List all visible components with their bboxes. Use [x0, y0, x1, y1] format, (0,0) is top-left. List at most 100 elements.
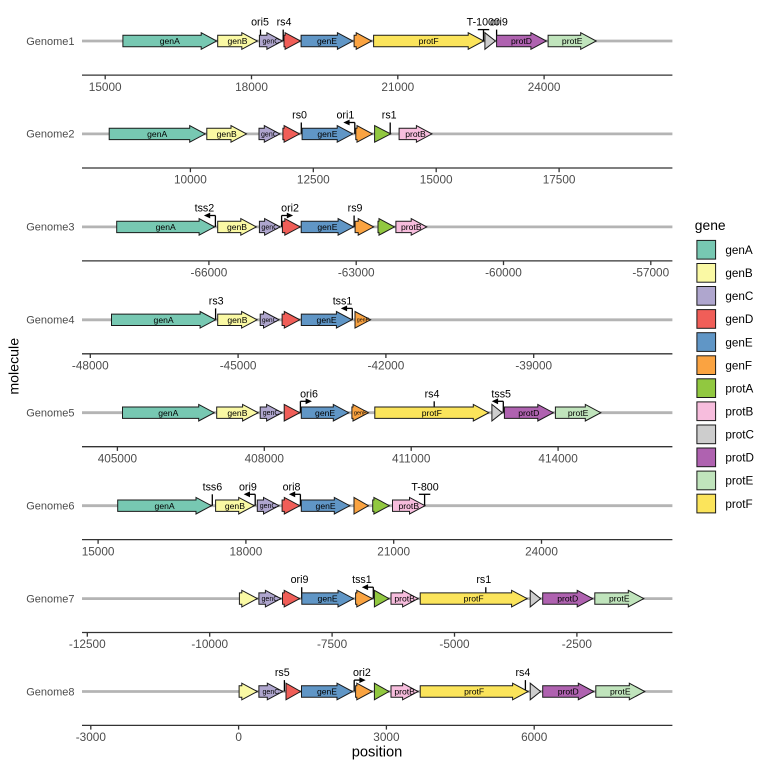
svg-text:protB: protB — [725, 406, 753, 419]
svg-text:15000: 15000 — [420, 173, 453, 187]
svg-text:tss1: tss1 — [352, 574, 372, 586]
svg-text:24000: 24000 — [525, 544, 558, 558]
svg-text:408000: 408000 — [245, 451, 285, 465]
svg-text:T-1000: T-1000 — [467, 17, 500, 29]
svg-text:Genome3: Genome3 — [26, 222, 74, 234]
svg-text:protE: protE — [610, 687, 631, 697]
svg-text:Genome4: Genome4 — [26, 315, 74, 327]
svg-text:T-800: T-800 — [411, 481, 438, 493]
svg-text:-39000: -39000 — [515, 359, 552, 373]
svg-text:tss5: tss5 — [491, 388, 511, 400]
svg-text:rs1: rs1 — [382, 110, 397, 122]
svg-text:3000: 3000 — [373, 730, 400, 744]
svg-text:-48000: -48000 — [72, 359, 109, 373]
svg-text:-12500: -12500 — [69, 637, 106, 651]
svg-text:Genome7: Genome7 — [26, 593, 74, 605]
svg-text:genF: genF — [725, 359, 752, 372]
svg-text:-2500: -2500 — [562, 637, 593, 651]
svg-text:genE: genE — [317, 36, 337, 46]
svg-text:-63000: -63000 — [338, 266, 375, 280]
svg-text:protB: protB — [399, 501, 420, 511]
svg-text:protF: protF — [419, 36, 439, 46]
svg-text:rs0: rs0 — [292, 110, 307, 122]
svg-text:genC: genC — [263, 689, 280, 696]
svg-text:protB: protB — [401, 222, 422, 232]
svg-text:genB: genB — [227, 222, 247, 232]
svg-text:rs4: rs4 — [425, 388, 440, 400]
svg-text:ori9: ori9 — [239, 481, 257, 493]
svg-text:protB: protB — [394, 594, 415, 604]
svg-text:genB: genB — [227, 315, 247, 325]
svg-text:genD: genD — [725, 313, 753, 326]
svg-text:rs9: rs9 — [348, 203, 363, 215]
svg-text:protD: protD — [558, 687, 579, 697]
svg-text:-3000: -3000 — [76, 730, 107, 744]
svg-text:10000: 10000 — [174, 173, 207, 187]
svg-text:genC: genC — [262, 596, 279, 603]
svg-text:genC: genC — [260, 503, 277, 510]
svg-text:genE: genE — [318, 594, 338, 604]
svg-text:genB: genB — [725, 267, 753, 280]
svg-text:rs4: rs4 — [515, 667, 530, 679]
svg-text:-57000: -57000 — [632, 266, 669, 280]
svg-text:21000: 21000 — [381, 80, 414, 94]
svg-text:genC: genC — [261, 131, 278, 138]
svg-text:24000: 24000 — [528, 80, 561, 94]
svg-text:genA: genA — [154, 315, 174, 325]
svg-text:genA: genA — [156, 222, 176, 232]
svg-text:genE: genE — [316, 501, 336, 511]
svg-text:tss2: tss2 — [195, 203, 215, 215]
svg-text:18000: 18000 — [235, 80, 268, 94]
svg-text:genC: genC — [263, 410, 280, 417]
svg-text:Genome5: Genome5 — [26, 408, 74, 420]
svg-text:gene: gene — [695, 217, 726, 233]
svg-text:tss1: tss1 — [333, 295, 353, 307]
svg-text:21000: 21000 — [377, 544, 410, 558]
svg-text:protF: protF — [464, 594, 484, 604]
svg-text:genC: genC — [261, 224, 278, 231]
svg-text:genF: genF — [357, 318, 370, 324]
svg-text:414000: 414000 — [538, 451, 578, 465]
svg-text:genA: genA — [147, 129, 167, 139]
svg-text:405000: 405000 — [98, 451, 138, 465]
svg-text:-66000: -66000 — [191, 266, 228, 280]
svg-text:protD: protD — [725, 452, 754, 465]
svg-text:genE: genE — [317, 129, 337, 139]
svg-text:protF: protF — [422, 408, 442, 418]
svg-text:molecule: molecule — [6, 338, 22, 395]
svg-text:protA: protA — [725, 382, 753, 395]
svg-text:genE: genE — [317, 315, 337, 325]
svg-text:Genome2: Genome2 — [26, 129, 74, 141]
svg-text:position: position — [352, 745, 403, 761]
svg-text:ori9: ori9 — [291, 574, 309, 586]
svg-text:genE: genE — [317, 222, 337, 232]
svg-text:-7500: -7500 — [317, 637, 348, 651]
svg-text:protD: protD — [557, 594, 578, 604]
svg-text:ori1: ori1 — [336, 110, 354, 122]
svg-text:protD: protD — [518, 408, 539, 418]
svg-text:0: 0 — [235, 730, 242, 744]
svg-text:15000: 15000 — [82, 544, 115, 558]
svg-text:-60000: -60000 — [485, 266, 522, 280]
svg-text:protE: protE — [609, 594, 630, 604]
svg-text:protF: protF — [725, 498, 752, 511]
svg-text:genA: genA — [160, 36, 180, 46]
svg-text:ori2: ori2 — [281, 203, 299, 215]
svg-text:genB: genB — [217, 129, 237, 139]
svg-text:protE: protE — [725, 475, 753, 488]
svg-text:protC: protC — [725, 429, 754, 442]
svg-text:genB: genB — [227, 36, 247, 46]
svg-text:genC: genC — [262, 317, 278, 324]
svg-text:ori5: ori5 — [251, 17, 269, 29]
svg-text:genC: genC — [725, 290, 753, 303]
svg-text:genE: genE — [317, 687, 337, 697]
svg-text:Genome8: Genome8 — [26, 686, 74, 698]
svg-text:protD: protD — [511, 36, 532, 46]
svg-text:genE: genE — [315, 408, 335, 418]
svg-text:rs4: rs4 — [277, 17, 292, 29]
svg-text:ori8: ori8 — [283, 481, 301, 493]
svg-text:genA: genA — [155, 501, 175, 511]
svg-text:12500: 12500 — [297, 173, 330, 187]
svg-text:genA: genA — [725, 244, 753, 257]
svg-text:18000: 18000 — [229, 544, 262, 558]
